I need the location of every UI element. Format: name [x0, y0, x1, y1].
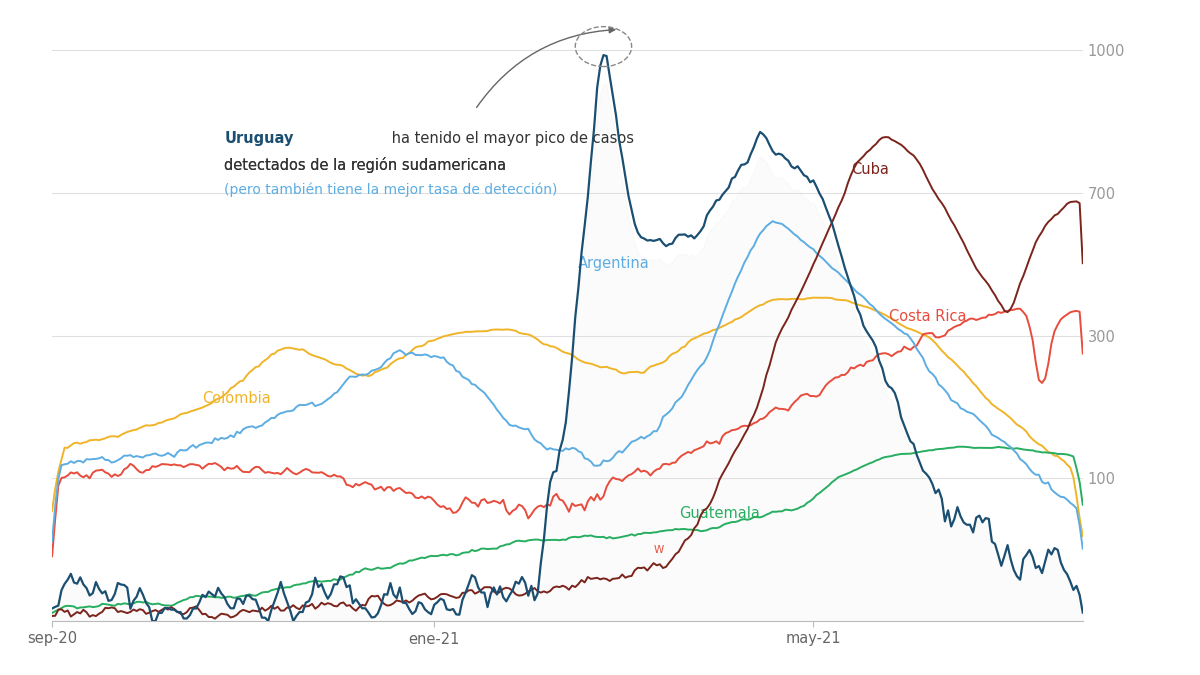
Text: Uruguay: Uruguay [224, 131, 294, 146]
Text: detectados de la región sudamericana: detectados de la región sudamericana [224, 157, 506, 173]
Text: Guatemala: Guatemala [679, 506, 760, 521]
Text: Cuba: Cuba [851, 162, 889, 177]
Text: W: W [654, 545, 664, 555]
Text: detectados de la región sudamericana: detectados de la región sudamericana [224, 157, 511, 173]
Text: ha tenido el mayor pico de casos: ha tenido el mayor pico de casos [388, 131, 635, 146]
Text: (pero también tiene la mejor tasa de detección): (pero también tiene la mejor tasa de det… [224, 182, 558, 197]
Text: Argentina: Argentina [578, 256, 650, 271]
Text: Colombia: Colombia [203, 392, 271, 406]
Text: Costa Rica: Costa Rica [888, 309, 966, 325]
